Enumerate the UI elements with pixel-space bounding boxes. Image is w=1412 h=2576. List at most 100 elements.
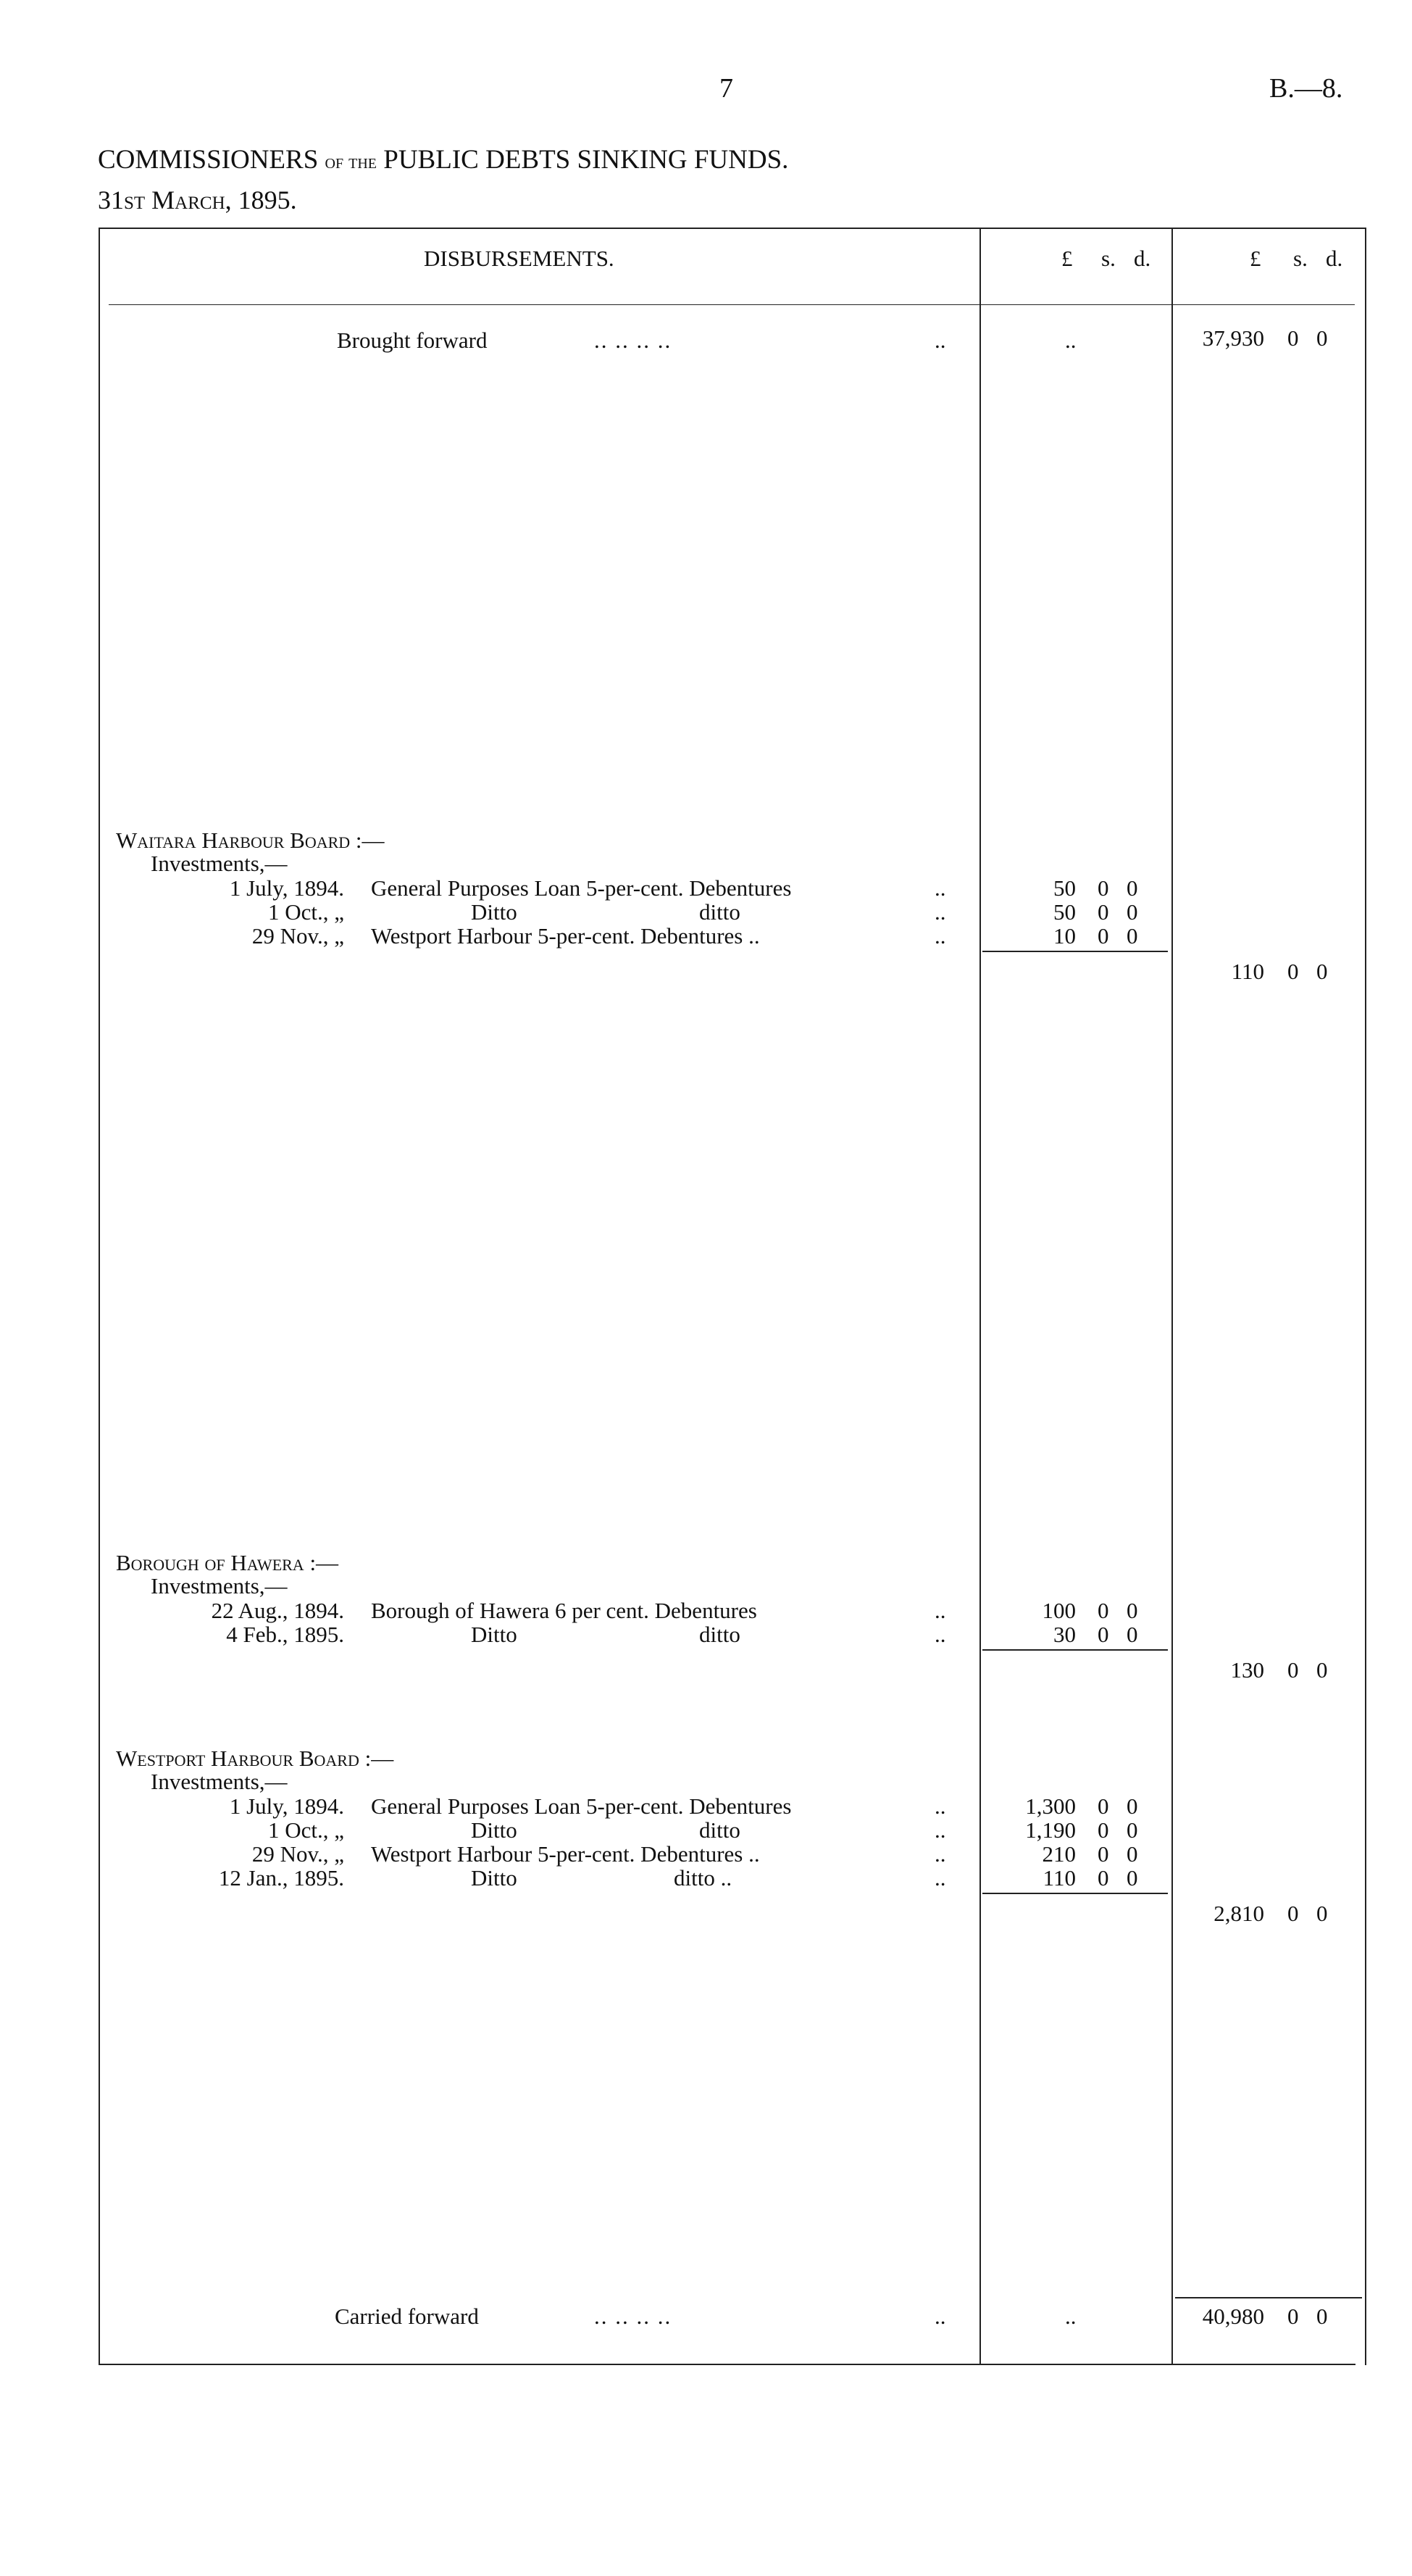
inner-column-dots: .. (1065, 2304, 1077, 2329)
section-heading: Westport Harbour Board :— (116, 1746, 394, 1771)
leader-dots: .. (935, 2304, 946, 2329)
row-amount-shillings: 0 (1098, 923, 1109, 949)
leader-dots: .. (935, 899, 946, 925)
row-amount-shillings: 0 (1098, 1793, 1109, 1819)
brought-forward-total-pounds: 37,930 (1202, 325, 1264, 351)
row-amount-shillings: 0 (1098, 1598, 1109, 1623)
row-description: Westport Harbour 5-per-cent. Debentures … (371, 923, 760, 949)
heading-pence-2: d. (1326, 246, 1343, 271)
section-total-pounds: 130 (1230, 1657, 1265, 1683)
row-amount-pence: 0 (1127, 923, 1138, 949)
section-subheading: Investments,— (151, 851, 288, 876)
row-amount-shillings: 0 (1098, 1841, 1109, 1867)
row-date: 1 Oct., „ (267, 899, 344, 925)
row-amount-shillings: 0 (1098, 1817, 1109, 1843)
page-number: 7 (719, 73, 733, 104)
row-date: 1 Oct., „ (267, 1817, 344, 1843)
brought-forward-label: Brought forward (337, 328, 488, 353)
document-title: COMMISSIONERS of the PUBLIC DEBTS SINKIN… (98, 145, 789, 175)
heading-pounds: £ (1061, 246, 1073, 271)
section-total-pounds: 2,810 (1213, 1901, 1264, 1926)
row-amount-shillings: 0 (1098, 899, 1109, 925)
row-description-ditto: ditto (699, 1817, 740, 1843)
leader-dots: .. (935, 1841, 946, 1867)
row-description: Ditto (471, 899, 517, 925)
row-date: 1 July, 1894. (229, 875, 344, 901)
row-date: 12 Jan., 1895. (218, 1865, 344, 1891)
row-amount-pence: 0 (1127, 1865, 1138, 1891)
section-total-pounds: 110 (1231, 959, 1264, 984)
heading-shillings-2: s. (1293, 246, 1308, 271)
section-total-shillings: 0 (1287, 959, 1299, 984)
section-heading: Waitara Harbour Board :— (116, 828, 385, 853)
leader-dots: .. (935, 1598, 946, 1623)
row-date: 4 Feb., 1895. (226, 1622, 344, 1647)
row-date: 29 Nov., „ (251, 1841, 344, 1867)
row-amount-shillings: 0 (1098, 1622, 1109, 1647)
row-amount-pounds: 10 (1053, 923, 1076, 949)
row-amount-pounds: 50 (1053, 899, 1076, 925)
document-reference: B.—8. (1269, 73, 1343, 104)
leader-dots: .. (935, 923, 946, 949)
subtotal-rule (982, 951, 1168, 952)
leader-dots: .. (935, 1817, 946, 1843)
section-heading: Borough of Hawera :— (116, 1550, 339, 1575)
section-total-pence: 0 (1316, 959, 1328, 984)
row-amount-pence: 0 (1127, 1841, 1138, 1867)
row-amount-pence: 0 (1127, 1622, 1138, 1647)
row-description: Ditto (471, 1865, 517, 1891)
carried-forward-total-pence: 0 (1316, 2304, 1328, 2329)
row-amount-pounds: 30 (1053, 1622, 1076, 1647)
document-date: 31st March, 1895. (98, 186, 297, 214)
row-amount-pence: 0 (1127, 1598, 1138, 1623)
section-subheading: Investments,— (151, 1769, 288, 1794)
carried-forward-total-pounds: 40,980 (1202, 2304, 1264, 2329)
row-date: 22 Aug., 1894. (211, 1598, 344, 1623)
leader-dots: .. (935, 875, 946, 901)
row-description: Ditto (471, 1817, 517, 1843)
leader-dots: .. (935, 1793, 946, 1819)
row-date: 29 Nov., „ (251, 923, 344, 949)
subtotal-rule (982, 1649, 1168, 1651)
row-amount-shillings: 0 (1098, 875, 1109, 901)
row-amount-pounds: 100 (1042, 1598, 1077, 1623)
section-total-shillings: 0 (1287, 1657, 1299, 1683)
carried-forward-rule (1175, 2297, 1362, 2298)
heading-shillings: s. (1101, 246, 1116, 271)
row-amount-pounds: 1,300 (1025, 1793, 1076, 1819)
row-amount-pounds: 210 (1042, 1841, 1077, 1867)
heading-pence: d. (1134, 246, 1151, 271)
section-total-pence: 0 (1316, 1901, 1328, 1926)
row-date: 1 July, 1894. (229, 1793, 344, 1819)
subtotal-rule (982, 1893, 1168, 1894)
row-amount-pence: 0 (1127, 1793, 1138, 1819)
section-subheading: Investments,— (151, 1573, 288, 1598)
row-description: Ditto (471, 1622, 517, 1647)
row-amount-pounds: 1,190 (1025, 1817, 1076, 1843)
row-amount-shillings: 0 (1098, 1865, 1109, 1891)
section-total-shillings: 0 (1287, 1901, 1299, 1926)
row-amount-pence: 0 (1127, 899, 1138, 925)
row-amount-pounds: 110 (1043, 1865, 1076, 1891)
row-description: General Purposes Loan 5-per-cent. Debent… (371, 875, 792, 901)
leader-dots: .. .. .. .. (594, 2304, 672, 2329)
carried-forward-total-shillings: 0 (1287, 2304, 1299, 2329)
section-total-pence: 0 (1316, 1657, 1328, 1683)
row-amount-pounds: 50 (1053, 875, 1076, 901)
leader-dots: .. (935, 1622, 946, 1647)
column-heading-disbursements: DISBURSEMENTS. (424, 246, 614, 271)
brought-forward-total-pence: 0 (1316, 325, 1328, 351)
row-description-ditto: ditto .. (674, 1865, 732, 1891)
row-description-ditto: ditto (699, 899, 740, 925)
row-amount-pence: 0 (1127, 875, 1138, 901)
leader-dots: .. .. .. .. (594, 328, 672, 353)
row-description: Borough of Hawera 6 per cent. Debentures (371, 1598, 757, 1623)
row-description: Westport Harbour 5-per-cent. Debentures … (371, 1841, 760, 1867)
leader-dots: .. (935, 1865, 946, 1891)
inner-column-dots: .. (1065, 328, 1077, 353)
row-amount-pence: 0 (1127, 1817, 1138, 1843)
leader-dots: .. (935, 328, 946, 353)
heading-pounds-2: £ (1250, 246, 1261, 271)
row-description-ditto: ditto (699, 1622, 740, 1647)
